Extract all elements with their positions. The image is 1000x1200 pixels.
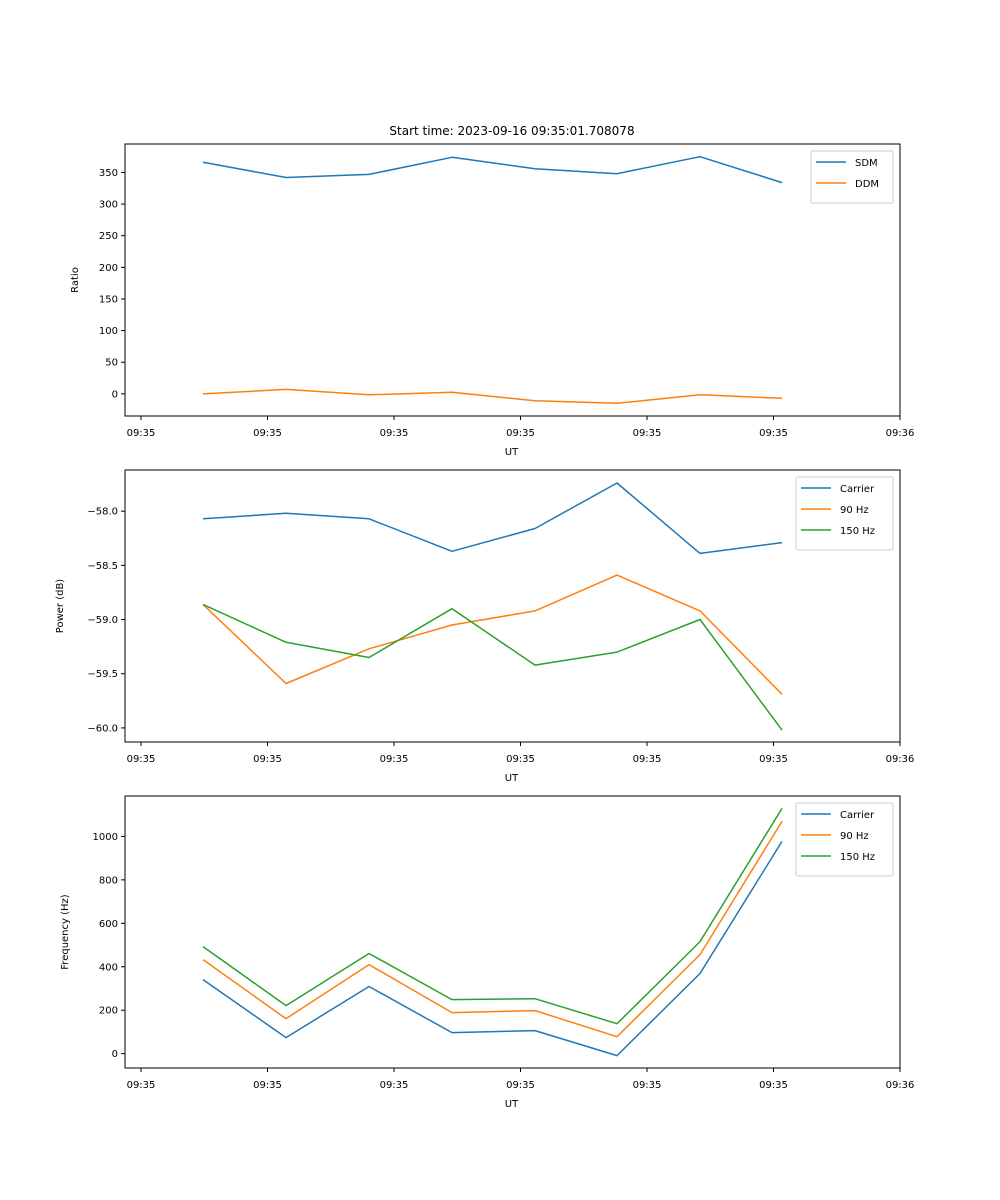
y-tick-label: 1000 [93,832,118,843]
legend-box [810,150,894,204]
x-tick-label: 09:35 [633,428,662,439]
x-tick-label: 09:35 [127,1080,156,1091]
y-tick-label: 250 [99,231,118,242]
x-tick-label: 09:36 [886,1080,915,1091]
y-axis-label: Frequency (Hz) [60,894,71,970]
x-tick-label: 09:35 [633,1080,662,1091]
legend-box [795,802,894,877]
y-tick-label: 600 [99,919,118,930]
series-line-carrier [202,841,783,1057]
x-axis-label: UT [505,1099,519,1110]
series-line-90-hz [202,574,783,695]
y-tick-label: 50 [105,358,118,369]
legend-label: 150 Hz [840,852,875,863]
x-tick-label: 09:35 [253,428,282,439]
x-tick-label: 09:35 [253,754,282,765]
y-tick-label: 400 [99,962,118,973]
legend-label: 90 Hz [840,831,869,842]
x-axis-label: UT [505,773,519,784]
series-line-ddm [202,388,783,405]
series-line-150-hz [202,603,783,731]
axes-frame [124,469,901,743]
y-axis-label: Power (dB) [55,579,66,634]
x-tick-label: 09:35 [759,1080,788,1091]
x-tick-label: 09:35 [506,1080,535,1091]
subplot-2: −60.0 −59.5 −59.0 −58.5 −58.0 09:35 09:35 09:35… [55,469,915,784]
x-tick-label: 09:35 [506,754,535,765]
y-tick-label: 300 [99,200,118,211]
y-tick-label: 0 [112,389,118,400]
y-tick-label: 800 [99,875,118,886]
y-tick-label: 200 [99,263,118,274]
legend-label: DDM [855,179,879,190]
y-tick-label: −60.0 [87,723,118,734]
legend-label: SDM [855,158,878,169]
legend: Carrier 90 Hz 150 Hz [795,476,894,551]
y-axis-label: Ratio [70,267,81,293]
legend-label: 150 Hz [840,526,875,537]
y-tick-label: 0 [112,1049,118,1060]
y-tick-label: 350 [99,168,118,179]
x-tick-label: 09:35 [253,1080,282,1091]
legend: SDM DDM [810,150,894,204]
x-tick-label: 09:35 [380,1080,409,1091]
series-line-carrier [202,482,783,555]
y-tick-label: −58.0 [87,507,118,518]
x-tick-label: 09:35 [380,754,409,765]
axes-frame [124,143,901,417]
x-tick-label: 09:35 [380,428,409,439]
x-tick-label: 09:35 [127,754,156,765]
subplot-1: 0 50 100 150 200 250 300 350 09:35 09:35 09:35 09:3… [70,143,915,458]
y-tick-label: 150 [99,294,118,305]
x-tick-label: 09:35 [759,428,788,439]
x-tick-label: 09:35 [759,754,788,765]
series-line-sdm [202,155,783,184]
x-tick-label: 09:35 [633,754,662,765]
y-tick-label: −59.5 [87,669,118,680]
y-tick-label: 100 [99,326,118,337]
axes-frame [124,795,901,1069]
x-tick-label: 09:35 [127,428,156,439]
series-line-150-hz [202,808,783,1025]
legend-label: 90 Hz [840,505,869,516]
x-tick-label: 09:35 [506,428,535,439]
y-tick-label: −58.5 [87,561,118,572]
x-tick-label: 09:36 [886,428,915,439]
series-line-90-hz [202,821,783,1038]
legend-label: Carrier [840,484,875,495]
legend-label: Carrier [840,810,875,821]
legend: Carrier 90 Hz 150 Hz [795,802,894,877]
y-tick-label: 200 [99,1006,118,1017]
y-tick-label: −59.0 [87,615,118,626]
subplot-3: 0 200 400 600 800 1000 09:35 09:35 09:35 09:35 09:… [60,795,915,1110]
x-axis-label: UT [505,447,519,458]
x-tick-label: 09:36 [886,754,915,765]
figure-title: Start time: 2023-09-16 09:35:01.708078 [389,124,634,138]
legend-box [795,476,894,551]
